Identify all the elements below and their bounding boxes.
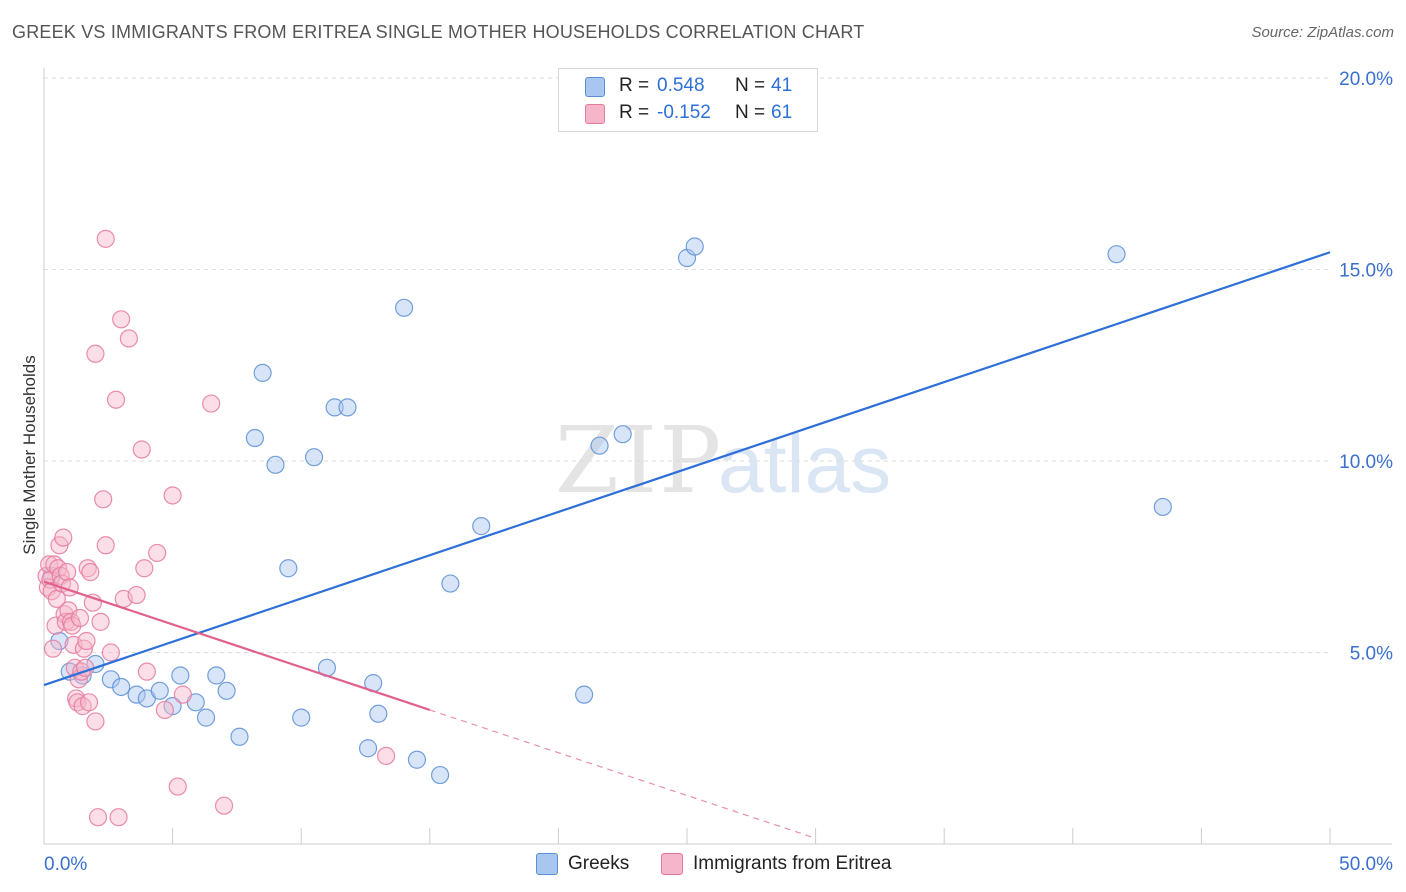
eritrea-point: [163, 486, 182, 505]
eritrea-trend-line-extension: [429, 709, 816, 839]
greeks-point: [112, 677, 131, 697]
greeks-point: [430, 765, 450, 785]
eritrea-point: [91, 612, 110, 631]
eritrea-point: [40, 555, 59, 574]
r-label: R =: [619, 75, 650, 96]
eritrea-point: [148, 543, 167, 563]
greeks-point: [685, 237, 704, 256]
eritrea-point: [54, 528, 73, 547]
y-tick-labels: 5.0% 10.0% 15.0% 20.0%: [1339, 69, 1393, 665]
eritrea-point: [70, 608, 90, 628]
greeks-point: [358, 739, 378, 758]
eritrea-point: [376, 746, 396, 766]
eritrea-point: [43, 639, 63, 658]
stats-legend: R = 0.548 N = 41 R = -0.152 N = 61: [558, 68, 818, 132]
eritrea-point: [135, 559, 154, 578]
greeks-point: [590, 436, 609, 455]
greeks-point: [217, 681, 236, 700]
x-tick-label: 50.0%: [1339, 854, 1393, 875]
eritrea-point: [155, 700, 174, 720]
n-label: N =: [735, 75, 766, 96]
greeks-point: [304, 448, 324, 467]
eritrea-point: [109, 808, 128, 827]
eritrea-point: [77, 631, 96, 651]
greeks-point: [292, 708, 311, 727]
greeks-swatch: [585, 77, 605, 97]
eritrea-point: [94, 490, 113, 509]
greeks-point: [279, 559, 298, 578]
greeks-point: [613, 425, 632, 444]
y-tick-label: 15.0%: [1339, 261, 1393, 282]
axes: [43, 68, 1392, 845]
eritrea-point: [168, 777, 187, 796]
greeks-point: [127, 685, 146, 704]
y-tick-label: 20.0%: [1339, 69, 1393, 90]
chart-title: GREEK VS IMMIGRANTS FROM ERITREA SINGLE …: [12, 22, 865, 42]
greeks-point: [369, 704, 388, 723]
greeks-legend-swatch: [536, 853, 558, 875]
eritrea-point: [86, 344, 105, 363]
gridlines: [44, 77, 1330, 653]
watermark-atlas: atlas: [718, 419, 891, 510]
eritrea-point: [173, 685, 192, 704]
eritrea-point: [112, 310, 131, 329]
greeks-point: [338, 398, 357, 417]
greeks-point: [150, 681, 169, 700]
greeks-point: [472, 517, 491, 536]
eritrea-point: [79, 693, 99, 712]
x-tick-label: 0.0%: [44, 854, 87, 875]
y-tick-label: 10.0%: [1339, 452, 1393, 473]
n-label: N =: [735, 102, 766, 123]
n-value: 41: [771, 75, 793, 96]
n-value: 61: [771, 102, 793, 123]
y-tick-label: 5.0%: [1350, 644, 1393, 665]
eritrea-point: [63, 616, 82, 635]
eritrea-point: [58, 562, 77, 582]
greeks-point: [407, 750, 427, 769]
x-tick-labels: 0.0% 50.0%: [44, 854, 1393, 875]
r-label: R =: [619, 102, 650, 123]
eritrea-point: [132, 440, 151, 459]
eritrea-point: [202, 394, 221, 413]
eritrea-point: [106, 390, 126, 409]
greeks-point: [253, 363, 272, 383]
eritrea-legend-swatch: [661, 853, 683, 875]
eritrea-point: [86, 712, 105, 731]
eritrea-trend-line: [43, 580, 431, 711]
greeks-point: [245, 428, 265, 448]
eritrea-points: [37, 229, 396, 827]
eritrea-point: [137, 662, 156, 681]
greeks-point: [101, 670, 120, 689]
greeks-point: [394, 298, 414, 317]
greeks-point: [171, 666, 190, 685]
greeks-trend-line: [43, 251, 1331, 687]
greeks-point: [207, 666, 226, 685]
eritrea-swatch: [585, 104, 605, 124]
greeks-point: [1153, 497, 1172, 517]
eritrea-point: [88, 808, 108, 827]
greeks-point: [1107, 245, 1126, 264]
chart-source: Source: ZipAtlas.com: [1251, 24, 1394, 41]
eritrea-point: [119, 329, 138, 348]
eritrea-point: [101, 643, 120, 662]
greeks-legend-label: Greeks: [568, 853, 630, 874]
greeks-point: [441, 574, 460, 593]
eritrea-legend-label: Immigrants from Eritrea: [693, 853, 892, 874]
trend-lines: [43, 251, 1331, 839]
eritrea-point: [96, 229, 115, 248]
eritrea-point: [214, 796, 234, 815]
greeks-point: [196, 708, 216, 727]
greeks-point: [266, 455, 285, 474]
eritrea-point: [127, 585, 146, 605]
eritrea-point: [96, 536, 115, 555]
greeks-point: [230, 727, 249, 746]
r-value: 0.548: [657, 75, 705, 96]
eritrea-point: [81, 562, 100, 582]
r-value: -0.152: [657, 102, 711, 123]
greeks-point: [325, 398, 344, 417]
greeks-point: [575, 685, 594, 704]
